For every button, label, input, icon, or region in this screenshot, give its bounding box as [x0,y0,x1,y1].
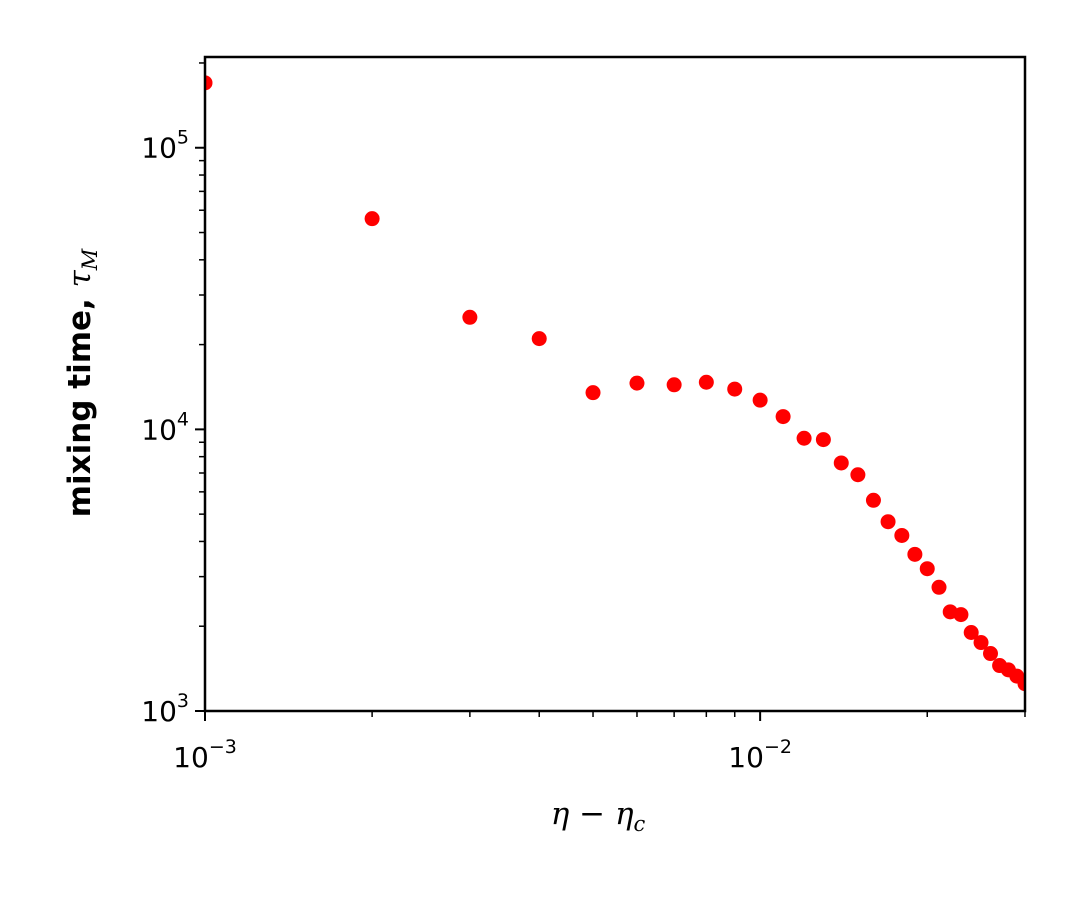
y-tick-label: 104 [141,408,189,446]
x-tick-exponent: −3 [209,736,237,758]
y-axis-label: mixing time, τM [62,248,102,517]
data-point [865,492,881,508]
data-point [963,624,979,640]
x-tick-base: 10 [728,741,764,774]
y-tick-label: 103 [141,690,189,728]
data-point [880,514,896,530]
y-tick-base: 10 [141,413,177,446]
y-axis-label-subscript: M [78,248,102,271]
y-tick-base: 10 [141,132,177,165]
x-axis-label: η − ηc [551,796,646,836]
data-point [894,527,910,543]
y-tick-exponent: 5 [177,127,189,149]
x-tick-label: 10−3 [173,736,237,774]
data-point [364,211,380,227]
data-point [752,392,768,408]
x-axis-label-main: η − η [551,796,634,832]
data-point [666,377,682,393]
x-axis-label-subscript: c [634,812,646,836]
data-point [815,432,831,448]
data-point [931,579,947,595]
data-point [698,374,714,390]
data-point [1017,676,1025,692]
x-tick-base: 10 [173,741,209,774]
x-tick-label: 10−2 [728,736,792,774]
data-point [982,646,998,662]
data-point [531,331,547,347]
data-point [850,467,866,483]
y-tick-base: 10 [141,695,177,728]
data-point [205,75,213,91]
data-point [775,409,791,425]
y-tick-label: 105 [141,127,189,165]
y-axis-label-main: mixing time, [62,287,98,517]
y-axis-label-symbol: τ [62,269,98,287]
data-point [629,375,645,391]
y-tick-exponent: 3 [177,690,189,712]
data-point [585,385,601,401]
data-point [973,635,989,651]
data-point [727,381,743,397]
data-point [907,546,923,562]
y-tick-exponent: 4 [177,408,189,430]
data-point [953,607,969,623]
data-point [462,309,478,325]
data-points [205,75,1025,692]
x-tick-exponent: −2 [764,736,792,758]
data-point [919,561,935,577]
data-point [796,430,812,446]
data-point [833,455,849,471]
plot-area-frame [203,55,1027,713]
